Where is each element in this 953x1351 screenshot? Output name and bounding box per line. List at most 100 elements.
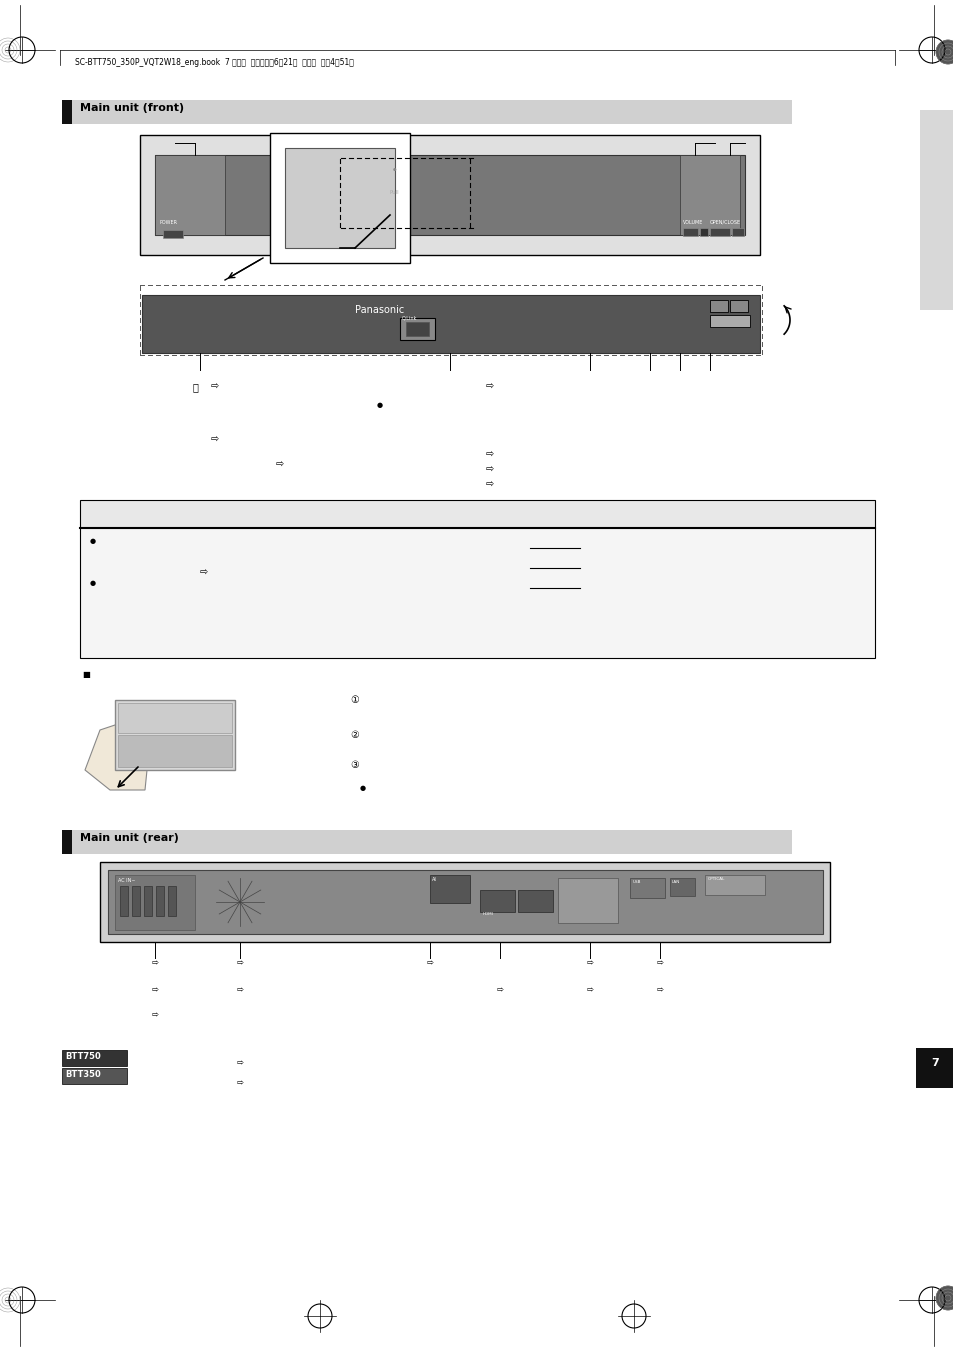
Text: Panasonic: Panasonic <box>355 305 404 315</box>
Bar <box>270 132 410 263</box>
Text: HDMI: HDMI <box>482 912 494 916</box>
Text: POWER: POWER <box>160 220 178 226</box>
Text: ●: ● <box>90 538 96 544</box>
Bar <box>144 886 152 916</box>
Text: SC-BTT750_350P_VQT2W18_eng.book  7 ページ  ２０１０年6月21日  月曜日  午後4時51分: SC-BTT750_350P_VQT2W18_eng.book 7 ページ ２０… <box>75 58 354 68</box>
Circle shape <box>560 893 575 907</box>
Bar <box>679 155 740 235</box>
Bar <box>62 1050 127 1066</box>
Text: ⇨: ⇨ <box>426 958 433 967</box>
Bar <box>118 703 232 734</box>
Text: ⇨: ⇨ <box>586 958 593 967</box>
Bar <box>709 228 729 236</box>
Bar <box>62 100 791 124</box>
Text: ⇨: ⇨ <box>152 985 158 994</box>
Bar <box>558 878 618 923</box>
Bar <box>118 735 232 767</box>
Text: Main unit (rear): Main unit (rear) <box>80 834 179 843</box>
Text: ⏻: ⏻ <box>192 382 197 392</box>
Text: Main unit (front): Main unit (front) <box>80 103 184 113</box>
Text: Pull: Pull <box>390 190 399 195</box>
Bar <box>80 500 874 528</box>
Circle shape <box>330 188 350 208</box>
Text: LAN: LAN <box>671 880 679 884</box>
Circle shape <box>212 874 268 929</box>
Text: ⇨: ⇨ <box>236 985 243 994</box>
Text: AC IN~: AC IN~ <box>118 878 135 884</box>
Text: ⇨: ⇨ <box>485 382 494 392</box>
Bar <box>731 228 743 236</box>
Bar <box>700 228 707 236</box>
Bar <box>168 886 175 916</box>
Text: BTT750: BTT750 <box>65 1052 101 1061</box>
Bar <box>629 878 664 898</box>
Text: ⇨: ⇨ <box>200 567 208 578</box>
Bar <box>709 300 727 312</box>
Text: ⇨: ⇨ <box>485 480 494 490</box>
Bar <box>915 1048 953 1088</box>
Circle shape <box>578 893 593 907</box>
Text: ■: ■ <box>82 670 90 680</box>
Bar <box>120 886 128 916</box>
Bar <box>108 870 822 934</box>
Polygon shape <box>85 720 150 790</box>
Text: ⇨: ⇨ <box>586 985 593 994</box>
Bar <box>704 875 764 894</box>
Bar <box>62 1069 127 1084</box>
Text: ⇨: ⇨ <box>211 382 219 392</box>
Text: ●: ● <box>90 580 96 586</box>
Text: ⇨: ⇨ <box>236 958 243 967</box>
Circle shape <box>308 166 372 230</box>
Text: ⇨: ⇨ <box>656 958 662 967</box>
Text: ⇨: ⇨ <box>656 985 662 994</box>
Text: ⇨: ⇨ <box>275 459 284 470</box>
Text: VOLUME: VOLUME <box>682 220 702 226</box>
Bar <box>479 890 515 912</box>
Text: ⇨: ⇨ <box>485 450 494 459</box>
Text: 7: 7 <box>930 1058 938 1069</box>
Text: ③: ③ <box>350 761 358 770</box>
Bar <box>430 875 470 902</box>
Bar <box>115 700 234 770</box>
Bar <box>140 135 760 255</box>
Text: ●: ● <box>359 785 366 790</box>
Circle shape <box>935 41 953 63</box>
Text: OPEN/CLOSE: OPEN/CLOSE <box>709 220 740 226</box>
Bar <box>156 886 164 916</box>
Text: ⇨: ⇨ <box>236 1058 243 1067</box>
Text: ●: ● <box>376 403 383 408</box>
Circle shape <box>335 195 344 203</box>
Bar <box>132 886 140 916</box>
Bar <box>406 322 429 336</box>
Bar <box>669 878 695 896</box>
Bar <box>115 875 194 929</box>
Bar <box>163 230 183 238</box>
Text: AI: AI <box>432 877 436 882</box>
Bar <box>154 155 744 235</box>
Text: Q.Link: Q.Link <box>401 316 416 322</box>
Bar <box>919 109 953 309</box>
Text: USB: USB <box>633 880 640 884</box>
Text: ⇨: ⇨ <box>496 985 503 994</box>
Bar <box>142 295 760 353</box>
Text: ⇨: ⇨ <box>211 435 219 444</box>
Text: ⇨: ⇨ <box>152 1011 158 1019</box>
Text: ●: ● <box>393 168 396 172</box>
Text: BTT350: BTT350 <box>65 1070 101 1079</box>
Bar <box>80 528 874 658</box>
Bar <box>285 149 395 249</box>
Bar <box>517 890 553 912</box>
Text: ⇨: ⇨ <box>152 958 158 967</box>
Circle shape <box>935 1286 953 1310</box>
Text: ⇨: ⇨ <box>236 1078 243 1088</box>
Bar <box>682 228 698 236</box>
Bar <box>154 155 225 235</box>
Text: ⇨: ⇨ <box>485 465 494 476</box>
Bar <box>709 315 749 327</box>
Bar <box>100 862 829 942</box>
Bar <box>399 317 435 340</box>
Text: ②: ② <box>350 730 358 740</box>
Circle shape <box>597 893 610 907</box>
Bar <box>62 830 791 854</box>
Bar <box>729 300 747 312</box>
